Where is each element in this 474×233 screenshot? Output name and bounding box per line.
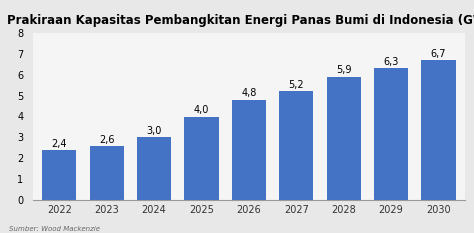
- Text: 4,0: 4,0: [194, 105, 209, 115]
- Text: 2,6: 2,6: [99, 135, 114, 145]
- Text: 6,3: 6,3: [383, 57, 399, 67]
- Bar: [90, 146, 124, 200]
- Text: 4,8: 4,8: [241, 89, 256, 99]
- Text: 6,7: 6,7: [431, 49, 446, 59]
- Title: Prakiraan Kapasitas Pembangkitan Energi Panas Bumi di Indonesia (GW): Prakiraan Kapasitas Pembangkitan Energi …: [7, 14, 474, 27]
- Bar: [232, 100, 266, 200]
- Text: 5,9: 5,9: [336, 65, 351, 75]
- Text: 5,2: 5,2: [289, 80, 304, 90]
- Bar: [184, 116, 219, 200]
- Text: 2,4: 2,4: [52, 139, 67, 149]
- Bar: [421, 60, 456, 200]
- Bar: [374, 68, 408, 200]
- Text: Sumber: Wood Mackenzie: Sumber: Wood Mackenzie: [9, 226, 100, 232]
- Bar: [42, 150, 76, 200]
- Text: 3,0: 3,0: [146, 126, 162, 136]
- Bar: [327, 77, 361, 200]
- Bar: [279, 91, 313, 200]
- Bar: [137, 137, 171, 200]
